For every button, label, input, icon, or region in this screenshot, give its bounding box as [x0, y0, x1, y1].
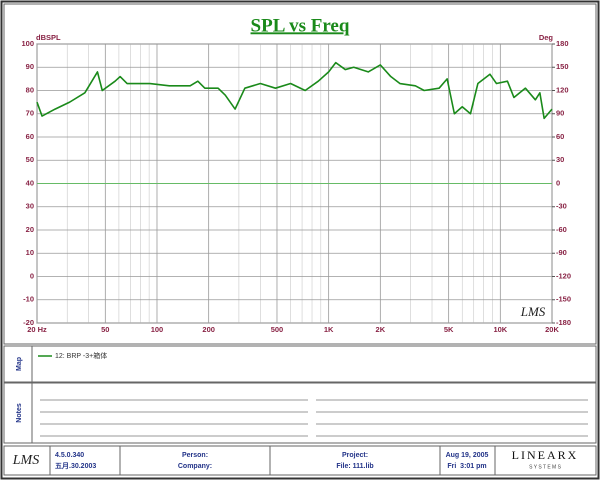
y-tick-label: 90 — [26, 62, 34, 71]
y2-tick-label: -60 — [556, 225, 567, 234]
footer-dividers — [49, 446, 496, 475]
y-tick-label: 40 — [26, 178, 34, 187]
y-tick-label: 80 — [26, 85, 34, 94]
y2-tick-label: -90 — [556, 248, 567, 257]
brand: LINEARX — [512, 448, 579, 462]
y-tick-label: 30 — [26, 202, 34, 211]
company: Company: — [178, 463, 212, 470]
y-axis-label: dBSPL — [36, 33, 61, 42]
chart-title: SPL vs Freq — [251, 15, 350, 36]
x-tick-label: 500 — [271, 325, 284, 334]
y-tick-label: -20 — [23, 318, 34, 327]
y2-tick-label: 180 — [556, 39, 569, 48]
x-tick-label: 2K — [376, 325, 386, 334]
y2-tick-label: 90 — [556, 109, 564, 118]
x-tick-label: 5K — [444, 325, 454, 334]
footer — [3, 445, 597, 476]
y-tick-label: 100 — [21, 39, 34, 48]
y2-tick-label: 150 — [556, 62, 569, 71]
footer-logo: LMS — [12, 453, 39, 468]
y2-tick-label: 60 — [556, 132, 564, 141]
brand-sub: S Y S T E M S — [529, 464, 562, 470]
y-tick-label: 70 — [26, 109, 34, 118]
y2-tick-label: 120 — [556, 85, 569, 94]
notes-lines — [40, 399, 588, 437]
y-tick-label: -10 — [23, 295, 34, 304]
version: 4.5.0.340 — [55, 452, 84, 459]
x-tick-label: 50 — [101, 325, 109, 334]
run-time: Fri 3:01 pm — [447, 463, 486, 470]
map-label: Map — [16, 357, 23, 371]
y-tick-label: 50 — [26, 155, 34, 164]
x-tick-label: 1K — [324, 325, 334, 334]
x-tick-label: 20 Hz — [27, 325, 47, 334]
y-tick-label: 60 — [26, 132, 34, 141]
person: Person: — [182, 452, 208, 459]
plot-logo: LMS — [520, 304, 546, 319]
plot-area — [36, 43, 555, 324]
y2-axis-label: Deg — [539, 33, 554, 42]
x-tick-label: 10K — [493, 325, 507, 334]
run-date: Aug 19, 2005 — [446, 452, 489, 459]
notes-label: Notes — [16, 403, 23, 423]
y-tick-label: 0 — [30, 271, 34, 280]
y2-tick-label: -150 — [556, 295, 571, 304]
y2-tick-label: -180 — [556, 318, 571, 327]
y-tick-label: 20 — [26, 225, 34, 234]
legend-entry: 12: BRP -3+箱体 — [55, 351, 107, 360]
y-tick-label: 10 — [26, 248, 34, 257]
map-panel — [3, 345, 597, 383]
file: File: 111.lib — [336, 463, 373, 470]
y2-tick-label: 0 — [556, 178, 560, 187]
x-tick-label: 20K — [545, 325, 559, 334]
notes-panel — [3, 382, 597, 444]
build-date: 五月.30.2003 — [55, 462, 96, 470]
x-tick-label: 100 — [151, 325, 164, 334]
y2-tick-label: -120 — [556, 271, 571, 280]
y2-tick-label: 30 — [556, 155, 564, 164]
spl-curve — [36, 61, 553, 120]
project: Project: — [342, 452, 368, 459]
x-tick-label: 200 — [202, 325, 215, 334]
y2-tick-label: -30 — [556, 202, 567, 211]
